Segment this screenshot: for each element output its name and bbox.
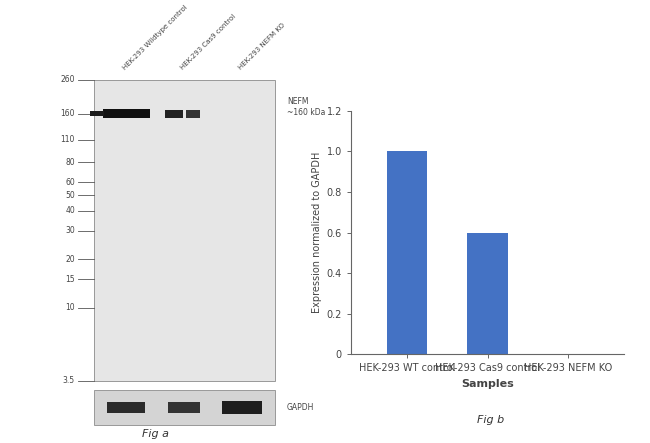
Text: 160: 160: [60, 109, 75, 118]
Bar: [467, 233, 508, 354]
Text: 110: 110: [60, 136, 75, 144]
FancyBboxPatch shape: [107, 402, 145, 413]
FancyBboxPatch shape: [90, 110, 105, 116]
Text: HEK-293 Wildtype control: HEK-293 Wildtype control: [122, 4, 189, 71]
FancyBboxPatch shape: [103, 109, 150, 118]
Text: 30: 30: [65, 226, 75, 235]
FancyBboxPatch shape: [165, 110, 183, 118]
Text: 10: 10: [65, 303, 75, 312]
Text: Fig a: Fig a: [142, 428, 170, 439]
Text: 50: 50: [65, 190, 75, 199]
FancyBboxPatch shape: [186, 110, 200, 118]
FancyBboxPatch shape: [222, 401, 262, 414]
Bar: [387, 152, 427, 354]
Text: 20: 20: [65, 255, 75, 264]
Text: 60: 60: [65, 178, 75, 187]
Text: 40: 40: [65, 206, 75, 215]
Text: 3.5: 3.5: [63, 377, 75, 385]
FancyBboxPatch shape: [168, 402, 200, 413]
Text: 260: 260: [60, 75, 75, 84]
FancyBboxPatch shape: [94, 80, 274, 381]
X-axis label: Samples: Samples: [461, 379, 514, 389]
Y-axis label: Expression normalized to GAPDH: Expression normalized to GAPDH: [313, 152, 322, 313]
Text: NEFM
~160 kDa: NEFM ~160 kDa: [287, 97, 326, 117]
Text: 15: 15: [65, 275, 75, 284]
Text: HEK-293 Cas9 control: HEK-293 Cas9 control: [180, 13, 237, 71]
Text: Fig b: Fig b: [477, 415, 504, 425]
Text: GAPDH: GAPDH: [287, 403, 315, 412]
Text: HEK-293 NEFM KO: HEK-293 NEFM KO: [238, 22, 287, 71]
FancyBboxPatch shape: [94, 390, 274, 425]
Text: 80: 80: [65, 158, 75, 167]
